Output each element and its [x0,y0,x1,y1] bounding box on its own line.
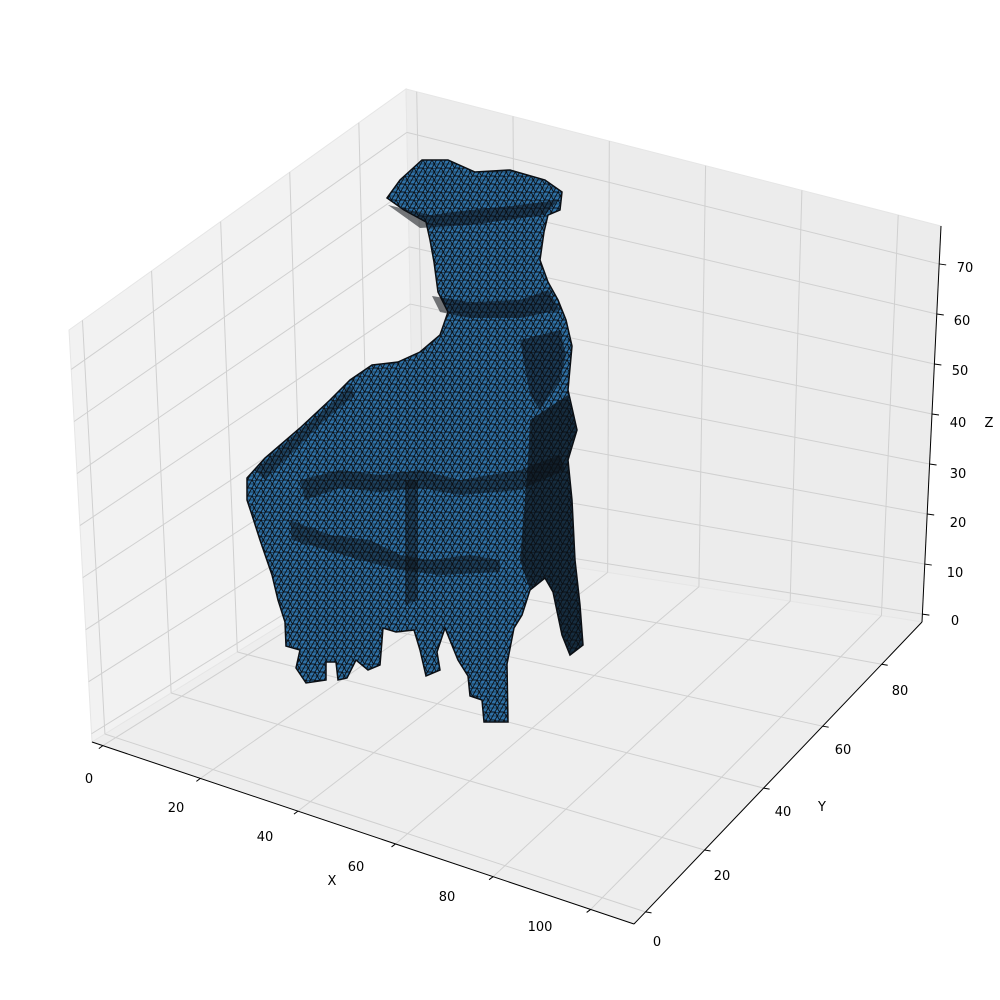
z-grid-line [79,303,411,527]
y-tick [763,787,770,790]
y-grid-line [170,692,705,851]
y-tick-label: 80 [892,684,909,699]
x-axis-line [91,741,635,925]
z-tick [939,263,947,266]
y-grid-line [81,320,106,735]
y-grid-line [151,270,172,694]
mesh-fold-2 [290,520,500,575]
z-grid-line [73,189,409,422]
x-tick-label: 40 [257,830,274,845]
y-tick-label: 40 [775,805,792,820]
z-tick [922,613,930,616]
z-tick-label: 0 [951,614,959,629]
x-grid-line [880,215,899,616]
mesh-leg-dark [405,480,418,605]
mesh-right-dark [520,395,583,655]
z-tick-label: 10 [947,566,964,581]
z-tick [924,563,932,566]
z-grid-line [406,131,940,265]
z-grid-line [76,246,410,474]
x-grid-line [698,165,707,587]
y-tick-label: 0 [653,935,661,950]
x-tick [293,810,299,815]
y-tick [645,911,652,914]
y-tick-label: 60 [835,743,852,758]
z-ticks: 0 10 20 30 40 50 60 70 [947,261,974,629]
x-tick [488,876,494,881]
x-grid-line [590,615,882,910]
mesh-fold-1 [300,455,565,500]
x-tick [586,909,591,913]
x-grid-line [297,572,608,812]
z-axis-line [921,225,942,623]
y-ticks: 0 20 40 60 80 [653,684,908,950]
y-axis-label: Y [817,800,826,815]
y-tick-label: 20 [714,869,731,884]
x-tick [196,778,201,782]
x-tick [391,843,396,848]
x-tick-label: 100 [528,920,553,935]
axes-lines [91,225,947,925]
mesh-object [246,159,584,723]
x-grid-line [607,141,610,573]
y-tick [881,663,888,666]
z-tick-label: 70 [957,261,974,276]
z-tick-label: 30 [950,467,967,482]
z-tick [934,363,942,366]
x-tick-label: 20 [168,801,185,816]
y-grid-line [104,733,646,913]
z-tick [927,513,935,516]
x-grid-line [492,600,791,878]
x-ticks: 0 20 40 60 80 100 [85,772,553,935]
x-tick [98,745,104,750]
mesh-neck-shadow [432,290,560,318]
z-tick-label: 60 [954,314,971,329]
y-tick [822,725,829,728]
mesh-ear-block [520,330,566,410]
z-tick [929,463,937,466]
x-tick-label: 60 [348,860,365,875]
x-tick-label: 80 [439,890,456,905]
y-axis-line [633,621,923,925]
z-tick [936,313,944,316]
mesh-head-shadow [388,200,558,228]
x-tick-label: 0 [85,772,93,787]
z-axis-label: Z [985,416,994,431]
mesh-back-dark [255,385,355,480]
x-grid-line [789,190,803,602]
z-tick-label: 20 [950,516,967,531]
y-grid-line [220,221,238,653]
y-tick [704,849,711,852]
z-tick-label: 50 [952,364,969,379]
x-grid-line [395,586,700,845]
z-grid-line [70,131,408,370]
z-tick-label: 40 [950,416,967,431]
x-axis-label: X [328,874,337,889]
z-tick [931,413,940,416]
